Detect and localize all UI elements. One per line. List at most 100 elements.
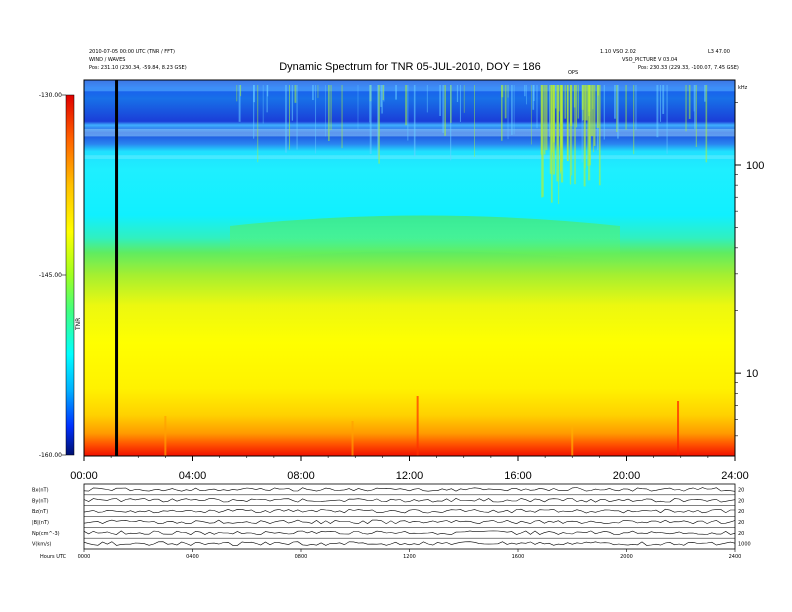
radio-burst-streak [549,85,552,174]
radio-burst-streak [513,85,515,135]
radio-burst-streak [459,85,461,122]
radio-burst-streak [617,85,619,139]
spectrogram-arch-feature [230,215,620,262]
header-right-line1: 1.10 VSO 2.02 [600,49,636,55]
radio-burst-streak [593,85,595,153]
radio-burst-streak [413,85,416,157]
radio-burst-streak [564,85,567,119]
radio-burst-streak [625,85,627,130]
radio-burst-streak [694,85,696,129]
radio-burst-streak [238,85,241,122]
radio-burst-streak [407,85,409,141]
lower-x-tick-label: 1600 [512,554,525,560]
colorbar: -130.00 -145.00 -160.00 TNR [39,92,82,459]
radio-burst-streak [558,85,560,205]
radio-burst-streak [382,85,385,100]
radio-burst-streak [581,85,584,110]
radio-burst-streak [566,85,569,161]
colorbar-ticks: -130.00 -145.00 -160.00 [39,92,66,459]
radio-burst-streak [616,85,618,132]
radio-burst-streak [577,85,579,119]
spectral-band [84,155,735,159]
radio-burst-streak [439,85,441,116]
radio-burst-streak [554,85,557,109]
x-tick-label: 00:00 [70,470,98,482]
radio-burst-streak [294,85,297,103]
y-tick-label: 100 [746,160,764,172]
lower-x-tick-label: 2400 [729,554,742,560]
radio-burst-streak [291,85,294,121]
x-tick-label: 16:00 [504,470,532,482]
radio-burst-streak [507,85,509,140]
low-frequency-spike [571,426,574,456]
radio-burst-streak [426,85,428,113]
low-frequency-spike [416,396,419,456]
header-right-line3: Pos: 230.33 (229.33, -100.07, 7.45 GSE) [638,65,739,71]
lower-panel-trace [83,530,736,535]
radio-burst-streak [556,85,559,182]
radio-burst-streak [662,85,665,114]
spectrogram-streaks [84,80,735,456]
radio-burst-streak [405,85,408,126]
lower-panel-label: |B|(nT) [32,520,49,526]
radio-burst-streak [695,85,697,147]
radio-burst-streak [560,85,563,148]
lower-panel-right-label: 20 [738,531,744,537]
radio-burst-streak [330,85,332,131]
low-frequency-spike [164,416,167,456]
radio-burst-streak [635,85,637,131]
colorbar-gradient [65,94,75,456]
radio-burst-streak [315,85,317,154]
radio-burst-streak [588,85,591,166]
radio-burst-streak [257,85,259,163]
lower-panel-right-label: 20 [738,509,744,515]
radio-burst-streak [576,85,578,128]
radio-burst-streak [570,85,573,126]
radio-burst-streak [442,85,444,133]
colorbar-tick-label: -160.00 [39,452,62,459]
radio-burst-streak [456,85,459,103]
radio-burst-streak [552,85,554,158]
radio-burst-streak [585,85,588,121]
y-axis-units: kHz [738,85,748,91]
radio-burst-streak [526,85,527,105]
radio-burst-streak [666,85,668,154]
radio-burst-streak [380,85,382,107]
radio-burst-streak [369,85,372,155]
spectrogram-panel [83,79,736,457]
radio-burst-streak [659,85,661,122]
radio-burst-streak [598,85,601,186]
spectral-band [84,128,735,137]
radio-burst-streak [545,85,548,151]
x-tick-label: 24:00 [721,470,749,482]
y-axis-right: 100 10 [735,102,764,437]
radio-burst-streak [511,85,513,135]
radio-burst-streak [532,85,535,110]
header-right-line2: VSO_PICTURE V 03.04 [622,57,677,63]
lower-panel-trace [83,487,736,492]
radio-burst-streak [596,85,599,129]
header-left-line3: Pos: 231.10 (230.34, -59.84, 8.23 GSE) [89,65,187,71]
radio-burst-streak [266,85,268,113]
radio-burst-streak [328,85,330,141]
lower-panel-right-label: 1000 [738,542,751,548]
low-frequency-spike [351,421,354,456]
radio-burst-streak [285,85,287,153]
header-right-corner: L3 47.00 [708,49,730,55]
lower-panel-right-label: 20 [738,520,744,526]
radio-burst-streak [240,85,242,97]
radio-burst-streak [571,85,573,176]
radio-burst-streak [395,85,397,100]
radio-burst-streak [705,85,708,163]
radio-burst-streak [450,85,452,123]
radio-burst-streak [317,85,319,98]
lower-x-tick-label: 2000 [620,554,633,560]
lower-panel-label: Bx(nT) [32,487,49,493]
radio-burst-streak [541,85,544,197]
lower-panel-trace [83,508,735,514]
lower-panel-label: By(nT) [32,498,49,504]
radio-burst-streak [325,85,326,137]
low-frequency-spike [677,401,680,456]
radio-burst-streak [693,85,695,112]
